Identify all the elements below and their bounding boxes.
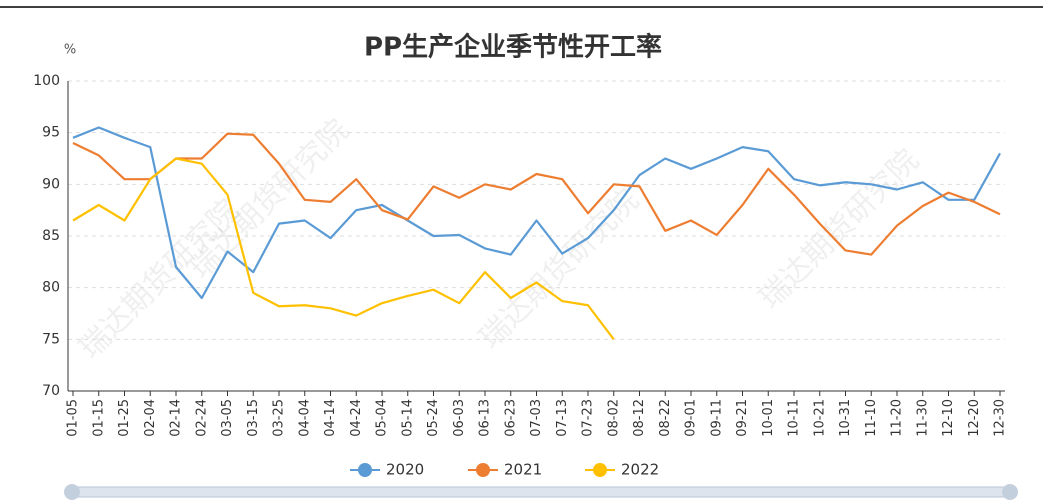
x-tick-label: 03-15: [246, 399, 261, 437]
x-tick-label: 04-04: [297, 399, 312, 437]
watermark: 瑞达期货研究院: [753, 143, 926, 316]
y-tick-label: 75: [42, 331, 60, 347]
zoom-handle[interactable]: [64, 484, 80, 500]
y-tick-label: 85: [42, 228, 60, 244]
series-line: [72, 132, 1001, 256]
x-tick-label: 11-20: [890, 399, 905, 437]
y-tick-label: 90: [42, 176, 60, 192]
x-tick-label: 03-25: [272, 399, 287, 437]
x-tick-label: 01-05: [66, 399, 81, 437]
legend-icon: [358, 463, 372, 477]
x-tick-label: 05-14: [400, 399, 415, 437]
x-tick-label: 08-12: [632, 399, 647, 437]
x-tick-label: 02-24: [194, 399, 209, 437]
zoom-slider[interactable]: [69, 486, 1013, 498]
x-tick-label: 07-03: [529, 399, 544, 437]
legend-item[interactable]: 2020: [350, 461, 424, 479]
x-tick-label: 02-14: [169, 399, 184, 437]
x-tick-label: 04-14: [323, 399, 338, 437]
chart-title: PP生产企业季节性开工率: [364, 32, 662, 63]
x-tick-label: 07-23: [581, 399, 596, 437]
series-line: [72, 126, 1001, 300]
x-tick-label: 07-13: [555, 399, 570, 437]
x-tick-label: 09-21: [735, 399, 750, 437]
y-tick-label: 95: [42, 125, 60, 141]
x-tick-label: 06-13: [478, 399, 493, 437]
watermark: 瑞达期货研究院: [473, 183, 646, 356]
x-tick-label: 12-10: [941, 399, 956, 437]
legend-item[interactable]: 2022: [585, 461, 659, 479]
x-tick-label: 01-15: [91, 399, 106, 437]
legend-icon: [476, 463, 490, 477]
y-unit: %: [64, 43, 76, 58]
x-tick-label: 08-02: [606, 399, 621, 437]
watermark: 瑞达期货研究院: [183, 113, 356, 286]
x-tick-label: 05-04: [375, 399, 390, 437]
x-tick-label: 02-04: [143, 399, 158, 437]
x-tick-label: 12-20: [967, 399, 982, 437]
x-tick-label: 10-31: [838, 399, 853, 437]
x-tick-label: 01-25: [117, 399, 132, 437]
x-tick-label: 08-22: [658, 399, 673, 437]
legend-label: 2022: [621, 461, 659, 479]
y-tick-label: 100: [33, 73, 60, 89]
x-tick-label: 05-24: [426, 399, 441, 437]
x-tick-label: 10-21: [812, 399, 827, 437]
x-tick-label: 06-03: [452, 399, 467, 437]
x-tick-label: 04-24: [349, 399, 364, 437]
legend-item[interactable]: 2021: [468, 461, 542, 479]
y-tick-label: 80: [42, 280, 60, 296]
y-tick-label: 70: [42, 383, 60, 399]
x-tick-label: 12-30: [993, 399, 1008, 437]
zoom-handle[interactable]: [1002, 484, 1018, 500]
series-line: [72, 157, 615, 340]
legend-label: 2021: [504, 461, 542, 479]
legend-icon: [593, 463, 607, 477]
x-tick-label: 09-11: [709, 399, 724, 437]
watermark: 瑞达期货研究院: [73, 193, 246, 366]
x-tick-label: 10-11: [787, 399, 802, 437]
x-tick-label: 03-05: [220, 399, 235, 437]
x-tick-label: 11-10: [864, 399, 879, 437]
x-tick-label: 06-23: [503, 399, 518, 437]
x-tick-label: 10-01: [761, 399, 776, 437]
x-tick-label: 11-30: [915, 399, 930, 437]
x-tick-label: 09-01: [684, 399, 699, 437]
legend-label: 2020: [386, 461, 424, 479]
